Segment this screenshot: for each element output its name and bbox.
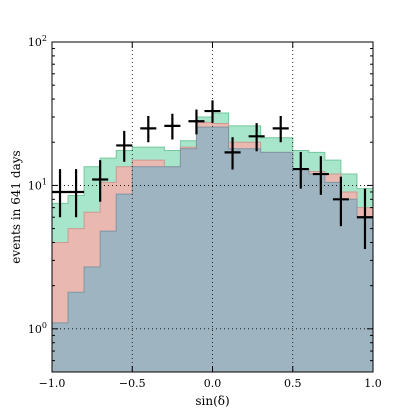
y-tick-label: 101 (28, 177, 47, 192)
plot-frame (51, 41, 374, 373)
y-axis-label: events in 641 days (9, 150, 23, 263)
data-point (68, 169, 85, 218)
data-point (164, 113, 181, 140)
data-point (188, 109, 205, 135)
y-tick-label: 102 (28, 34, 47, 49)
x-tick-label: 0.5 (284, 377, 302, 390)
data-point (248, 123, 265, 152)
data-point (292, 151, 309, 189)
data-point (116, 130, 133, 162)
x-tick-label: −0.5 (119, 377, 146, 390)
data-point (140, 115, 157, 143)
data-point (272, 115, 289, 143)
x-axis-label: sin(δ) (195, 394, 229, 408)
x-tick-label: −1.0 (39, 377, 66, 390)
data-point (224, 137, 241, 170)
x-tick-label: 0.0 (204, 377, 222, 390)
data-points (52, 100, 373, 250)
y-tick-label: 100 (28, 321, 47, 336)
x-tick-label: 1.0 (364, 377, 382, 390)
data-point (312, 156, 329, 195)
data-point (52, 169, 69, 218)
data-point (332, 176, 349, 227)
data-point (92, 160, 109, 202)
tick-labels: −1.0 −0.5 0.0 0.5 1.0 100 101 102 (28, 34, 382, 390)
data-point (204, 100, 221, 123)
data-point (356, 188, 373, 250)
grid (52, 42, 373, 372)
